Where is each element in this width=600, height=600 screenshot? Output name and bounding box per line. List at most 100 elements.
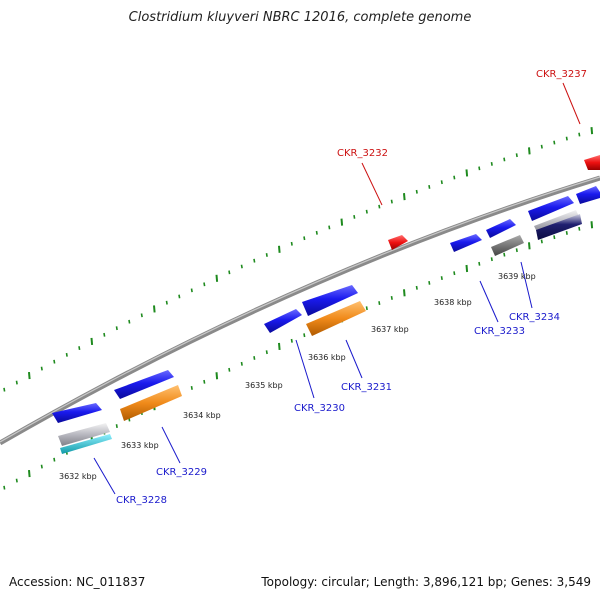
inner-tick bbox=[428, 280, 431, 285]
inner-tick bbox=[578, 226, 581, 231]
outer-tick bbox=[553, 140, 556, 145]
outer-tick bbox=[3, 387, 6, 392]
outer-tick bbox=[390, 199, 393, 204]
outer-tick bbox=[178, 294, 181, 299]
inner-tick bbox=[478, 261, 481, 266]
outer-tick bbox=[590, 127, 594, 135]
genome-backbone bbox=[0, 175, 600, 446]
leader-ckr-3232 bbox=[361, 162, 383, 206]
gene-arrow-ckr-3230[interactable] bbox=[264, 309, 302, 333]
gene-label-ckr-3234[interactable]: CKR_3234 bbox=[509, 312, 560, 323]
gene-arrow-ckr-3233[interactable] bbox=[450, 234, 482, 252]
gene-arrow-ckr-3228[interactable] bbox=[52, 403, 102, 423]
inner-tick bbox=[515, 248, 518, 253]
inner-tick bbox=[190, 386, 193, 390]
outer-tick bbox=[303, 236, 306, 241]
tick-label-3636: 3636 kbp bbox=[308, 353, 346, 362]
gene-label-ckr-3237[interactable]: CKR_3237 bbox=[536, 69, 587, 80]
gene-label-ckr-3228[interactable]: CKR_3228 bbox=[116, 495, 167, 506]
inner-tick bbox=[565, 231, 568, 235]
gene-label-ckr-3230[interactable]: CKR_3230 bbox=[294, 403, 345, 414]
inner-tick bbox=[490, 257, 493, 262]
gene-label-ckr-3232[interactable]: CKR_3232 bbox=[337, 148, 388, 159]
feature-gray-3233[interactable] bbox=[491, 235, 524, 256]
genome-summary-text: Topology: circular; Length: 3,896,121 bp… bbox=[261, 575, 591, 589]
outer-tick bbox=[228, 270, 231, 275]
outer-tick bbox=[515, 153, 518, 158]
feature-layer bbox=[52, 155, 600, 454]
tick-label-3632: 3632 kbp bbox=[59, 472, 97, 481]
inner-tick bbox=[228, 367, 231, 372]
outer-tick bbox=[253, 258, 256, 263]
outer-tick bbox=[115, 326, 118, 331]
leader-ckr-3228 bbox=[93, 457, 116, 495]
gene-arrow-ckr-3230b[interactable] bbox=[302, 285, 358, 316]
tick-label-3638: 3638 kbp bbox=[434, 298, 472, 307]
inner-tick bbox=[540, 239, 543, 244]
outer-tick bbox=[340, 218, 344, 226]
inner-tick bbox=[53, 457, 56, 462]
gene-label-layer: CKR_3228 CKR_3229 CKR_3230 CKR_3231 CKR_… bbox=[116, 69, 587, 506]
feature-orange-3229[interactable] bbox=[120, 385, 182, 421]
gene-label-ckr-3229[interactable]: CKR_3229 bbox=[156, 467, 207, 478]
outer-tick bbox=[490, 161, 493, 166]
gene-arrow-right-edge[interactable] bbox=[576, 186, 600, 204]
inner-tick bbox=[528, 242, 531, 250]
gene-arrow-ckr-3233b[interactable] bbox=[486, 219, 516, 238]
inner-tick bbox=[365, 306, 368, 311]
leader-lines bbox=[93, 82, 581, 495]
inner-tick bbox=[403, 289, 406, 297]
gene-label-ckr-3231[interactable]: CKR_3231 bbox=[341, 382, 392, 393]
outer-tick bbox=[190, 288, 193, 293]
feature-silver-3228[interactable] bbox=[58, 423, 110, 446]
outer-tick bbox=[503, 157, 506, 162]
inner-tick bbox=[590, 221, 594, 229]
inner-tick bbox=[15, 478, 18, 483]
outer-tick bbox=[528, 147, 531, 155]
outer-tick bbox=[153, 305, 156, 313]
feature-navy-3234[interactable] bbox=[536, 214, 582, 240]
leader-ckr-3229 bbox=[161, 426, 181, 464]
outer-tick bbox=[428, 185, 431, 189]
leader-ckr-3237 bbox=[562, 82, 581, 125]
gene-arrow-ckr-3232[interactable] bbox=[388, 235, 408, 250]
outer-tick bbox=[440, 180, 443, 185]
inner-tick bbox=[115, 424, 118, 429]
tick-label-3637: 3637 kbp bbox=[371, 325, 409, 334]
inner-tick bbox=[215, 372, 219, 380]
feature-orange-3231[interactable] bbox=[306, 301, 366, 336]
outer-tick bbox=[103, 332, 106, 337]
outer-tick bbox=[165, 300, 168, 305]
outer-tick bbox=[540, 144, 543, 149]
map-title: Clostridium kluyveri NBRC 12016, complet… bbox=[128, 10, 472, 25]
inner-tick bbox=[265, 350, 268, 355]
leader-ckr-3234 bbox=[520, 261, 533, 309]
inner-tick bbox=[278, 342, 281, 351]
inner-tick bbox=[28, 469, 31, 478]
feature-cyan-3228[interactable] bbox=[60, 434, 112, 454]
outer-tick bbox=[65, 352, 68, 357]
leader-ckr-3233 bbox=[479, 280, 499, 323]
inner-tick-row bbox=[3, 221, 594, 490]
outer-tick bbox=[40, 366, 43, 371]
outer-tick bbox=[265, 253, 268, 257]
gene-arrow-ckr-3229[interactable] bbox=[114, 370, 174, 399]
outer-tick-row bbox=[3, 127, 594, 392]
outer-tick bbox=[240, 264, 243, 269]
outer-tick bbox=[78, 346, 81, 351]
leader-ckr-3231 bbox=[345, 339, 363, 379]
gene-arrow-ckr-3234[interactable] bbox=[528, 196, 574, 221]
inner-tick bbox=[303, 333, 306, 338]
outer-tick bbox=[203, 282, 206, 287]
tick-label-3633: 3633 kbp bbox=[121, 441, 159, 450]
gene-arrow-ckr-3237[interactable] bbox=[584, 155, 600, 170]
outer-tick bbox=[478, 166, 481, 171]
tick-label-3639: 3639 kbp bbox=[498, 272, 536, 281]
tick-label-3635: 3635 kbp bbox=[245, 381, 283, 390]
inner-tick bbox=[203, 379, 206, 384]
inner-tick bbox=[453, 271, 456, 276]
accession-text: Accession: NC_011837 bbox=[9, 575, 146, 589]
gene-label-ckr-3233[interactable]: CKR_3233 bbox=[474, 326, 525, 337]
outer-tick bbox=[315, 230, 318, 235]
